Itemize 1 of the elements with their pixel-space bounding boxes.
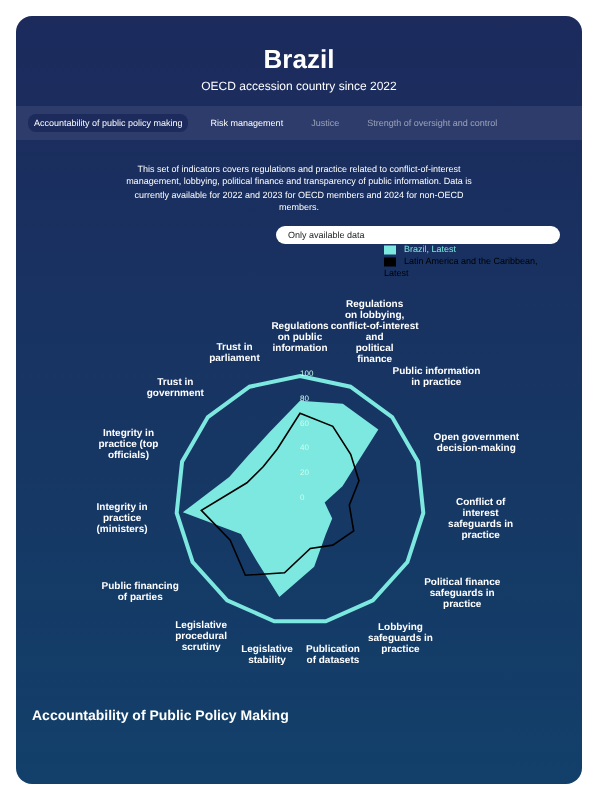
chart-title: Brazil: [261, 42, 337, 74]
